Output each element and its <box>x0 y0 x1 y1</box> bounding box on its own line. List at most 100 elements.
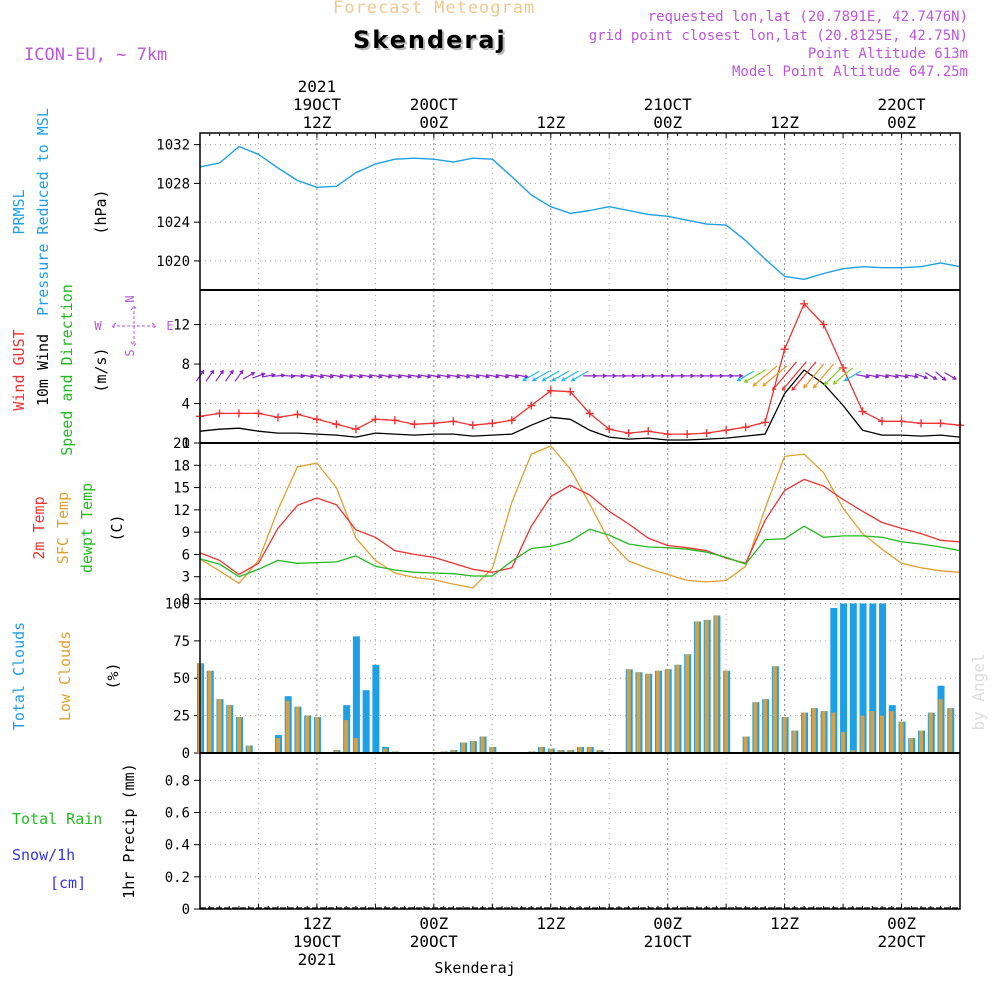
gust-marker <box>390 416 399 425</box>
compass-north-label: N <box>123 295 137 302</box>
total-clouds-bar <box>830 607 838 753</box>
wind-gust-markers <box>196 299 964 439</box>
time-label-bottom: 00Z <box>419 914 448 933</box>
wind-direction-arrow <box>843 370 862 382</box>
gust-marker <box>332 420 341 429</box>
low-clouds-bar <box>285 700 290 753</box>
wind-direction-arrow <box>514 374 530 379</box>
compass-east-label: E <box>166 319 173 333</box>
low-clouds-bar <box>880 715 885 753</box>
low-clouds-bar <box>217 699 222 753</box>
temp-unit: (C) <box>108 514 126 541</box>
sfc-temp-line <box>199 445 961 589</box>
wind-direction-arrow <box>522 370 540 382</box>
wind-gust-line <box>199 303 961 435</box>
low-clouds-bar <box>539 747 544 753</box>
low-clouds-bar <box>305 715 310 753</box>
low-clouds-bar <box>948 708 953 753</box>
wind-direction-arrow <box>359 374 374 379</box>
gust-marker <box>761 418 770 427</box>
low-clouds-bar <box>246 745 251 753</box>
gust-marker <box>702 429 711 438</box>
chart-frame <box>199 132 961 910</box>
time-label-bottom: 20OCT <box>410 932 459 951</box>
low-clouds-bar <box>626 669 631 753</box>
total-clouds-bar <box>362 690 370 753</box>
wind-speed-line <box>199 369 961 441</box>
y-tick-label: 3 <box>182 570 190 586</box>
time-label-bottom: 00Z <box>887 914 916 933</box>
gust-marker <box>254 409 263 418</box>
low-clouds-bar <box>753 702 758 753</box>
low-clouds-bar <box>207 670 212 753</box>
gust-marker <box>663 430 672 439</box>
low-clouds-bar <box>227 705 232 753</box>
y-tick-label: 50 <box>173 671 190 687</box>
gust-marker <box>722 426 731 435</box>
wind-direction-arrow <box>823 366 843 386</box>
gust-marker <box>858 407 867 416</box>
low-clouds-bar <box>772 666 777 753</box>
wind-direction-arrow <box>762 365 788 387</box>
low-clouds-bar <box>275 738 280 753</box>
gust-marker <box>312 415 321 424</box>
y-tick-label: 0.2 <box>165 870 190 886</box>
wind-direction-arrow <box>456 374 471 379</box>
dewpt-temp-line <box>199 525 961 578</box>
y-tick-label: 25 <box>173 709 190 725</box>
y-tick-label: 100 <box>165 596 190 612</box>
gust-marker <box>371 415 380 424</box>
low-clouds-bar <box>919 730 924 753</box>
wind-direction-arrow <box>485 374 500 379</box>
total-clouds-bar <box>859 603 867 753</box>
y-tick-label: 0.8 <box>165 773 190 789</box>
y-tick-label: 75 <box>173 634 190 650</box>
low-clouds-bar <box>724 670 729 753</box>
gust-marker <box>410 420 419 429</box>
y-tick-label: 12 <box>173 318 190 334</box>
wind-direction-arrow <box>388 374 403 379</box>
clouds-unit: (%) <box>104 662 122 689</box>
pressure-label-prmsl: PRMSL <box>10 189 28 234</box>
gust-marker <box>449 417 458 426</box>
wind-10m-label: 10m Wind <box>34 334 52 406</box>
compass-south-label: S <box>123 349 137 356</box>
y-tick-label: 9 <box>182 525 190 541</box>
wind-direction-arrow <box>320 374 335 379</box>
low-clouds-bar <box>470 741 475 753</box>
low-clouds-bar <box>763 699 768 753</box>
low-clouds-bar <box>841 732 846 753</box>
wind-direction-arrow <box>215 369 224 382</box>
low-clouds-bar <box>568 750 573 753</box>
wind-direction-arrow <box>752 365 778 387</box>
y-tick-label: 1024 <box>156 215 190 231</box>
low-clouds-bar <box>597 750 602 753</box>
gust-marker <box>546 386 555 395</box>
total-clouds-label: Total Clouds <box>10 622 28 730</box>
wind-direction-arrow <box>531 370 550 382</box>
gust-marker <box>273 413 282 422</box>
gust-marker <box>624 429 633 438</box>
low-clouds-bar <box>743 736 748 753</box>
low-clouds-bar <box>383 748 388 753</box>
time-label-top: 00Z <box>887 113 916 132</box>
wind-direction-label: Speed and Direction <box>58 284 76 456</box>
total-clouds-bar <box>840 603 848 753</box>
gust-marker <box>819 320 828 329</box>
low-clouds-bar <box>714 615 719 753</box>
wind-direction-arrow <box>205 369 215 382</box>
wind-direction-arrow <box>541 370 560 382</box>
total-clouds-bar <box>879 603 887 753</box>
low-clouds-bar <box>860 715 865 753</box>
y-tick-label: 8 <box>182 357 190 373</box>
y-tick-label: 0 <box>182 436 190 452</box>
total-clouds-bar <box>849 603 857 753</box>
low-clouds-bar <box>928 712 933 753</box>
y-tick-label: 1020 <box>156 254 190 270</box>
y-tick-label: 0 <box>182 902 190 918</box>
wind-direction-arrow <box>378 374 393 379</box>
total-rain-label: Total Rain <box>12 810 102 828</box>
time-label-bottom: 22OCT <box>877 932 926 951</box>
time-label-bottom: 12Z <box>302 914 331 933</box>
